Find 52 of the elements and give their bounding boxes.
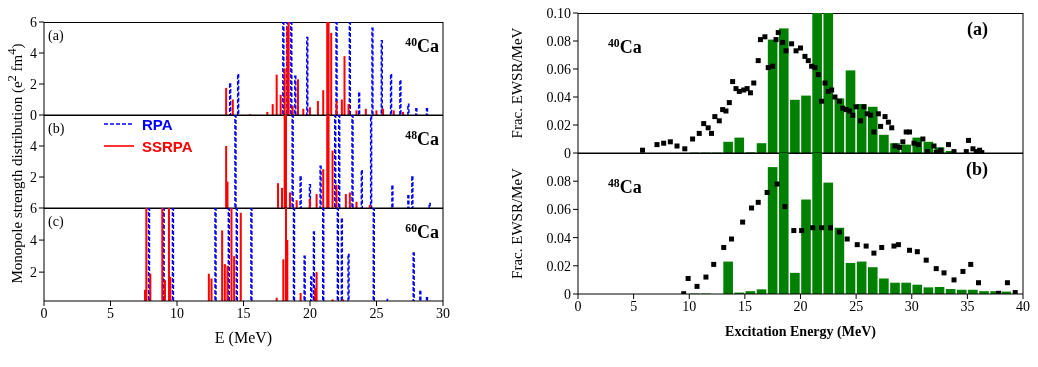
y-tick-label: 0 xyxy=(564,286,571,302)
annotation: $^{40}$Ca xyxy=(608,36,642,57)
x-axis-title: E (MeV) xyxy=(214,329,273,347)
y-tick-label: 6 xyxy=(30,200,37,216)
y-tick-label: 4 xyxy=(30,138,37,154)
x-tick-label: 30 xyxy=(904,298,919,314)
y-tick-label: 4 xyxy=(30,233,37,249)
x-tick-label: 25 xyxy=(849,298,864,314)
x-tick-label: 35 xyxy=(960,298,975,314)
annotation: (b) xyxy=(48,121,65,137)
x-tick-label: 20 xyxy=(303,305,317,321)
y-tick-label: 0.04 xyxy=(546,89,571,105)
x-tick-label: 20 xyxy=(793,298,808,314)
y-tick-label: 0.10 xyxy=(546,5,571,21)
y-tick-label: 0.06 xyxy=(546,202,571,218)
annotation: (a) xyxy=(967,19,988,40)
y-tick-label: 0.08 xyxy=(546,33,571,49)
x-tick-label: 15 xyxy=(737,298,752,314)
legend-label: RPA xyxy=(142,115,173,133)
annotation: (b) xyxy=(966,159,988,180)
y-tick-label: 0.02 xyxy=(546,258,571,274)
x-tick-label: 30 xyxy=(436,305,450,321)
annotation: $^{48}$Ca xyxy=(405,128,439,149)
y-tick-label: 0.06 xyxy=(546,61,571,77)
y-tick-label: 2 xyxy=(30,76,37,92)
y-tick-label: 0 xyxy=(564,145,571,161)
y-tick-label: 0 xyxy=(30,107,37,123)
x-tick-label: 0 xyxy=(574,298,582,314)
y-tick-label: 0.02 xyxy=(546,117,571,133)
y-tick-label: 0.08 xyxy=(546,174,571,190)
annotation: (a) xyxy=(48,28,64,44)
x-tick-label: 10 xyxy=(170,305,184,321)
x-tick-label: 40 xyxy=(1016,298,1030,314)
y-tick-label: 6 xyxy=(30,14,37,30)
annotation: $^{40}$Ca xyxy=(405,35,439,56)
y-axis-title: Frac. EWSR/MeV xyxy=(509,27,525,139)
x-tick-label: 15 xyxy=(236,305,251,321)
x-tick-label: 5 xyxy=(107,305,114,321)
y-tick-label: 4 xyxy=(30,45,37,61)
x-tick-label: 5 xyxy=(630,298,638,314)
x-tick-label: 10 xyxy=(682,298,697,314)
annotation: $^{60}$Ca xyxy=(405,221,439,242)
annotation: (c) xyxy=(48,214,64,230)
y-tick-label: 2 xyxy=(30,265,37,281)
y-axis-title: Frac. EWSR/MeV xyxy=(509,167,525,279)
legend-label: SSRPA xyxy=(142,137,193,155)
x-tick-label: 0 xyxy=(40,305,48,321)
x-tick-label: 25 xyxy=(369,305,384,321)
y-tick-label: 2 xyxy=(30,169,37,185)
annotation: $^{48}$Ca xyxy=(608,176,642,197)
x-axis-title: Excitation Energy (MeV) xyxy=(725,324,877,340)
y-tick-label: 0.04 xyxy=(546,230,571,246)
